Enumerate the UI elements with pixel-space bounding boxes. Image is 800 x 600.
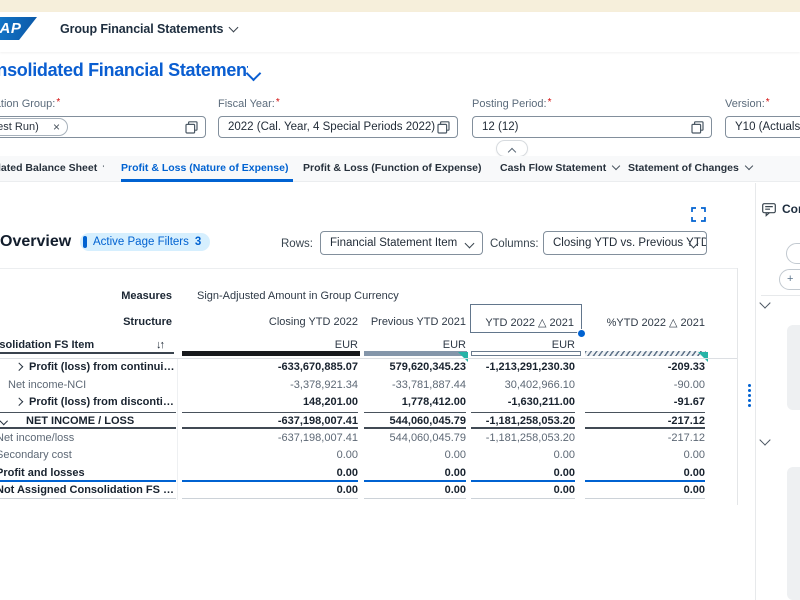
sap-logo-text: SAP — [0, 20, 21, 37]
section-title: Overview — [0, 233, 71, 251]
version-input[interactable]: Y10 (Actuals) — [725, 116, 800, 138]
chevron-down-icon — [612, 162, 620, 170]
header-collapse-button[interactable] — [496, 140, 528, 157]
panel-divider — [761, 295, 800, 296]
filter-label-version: Version:* — [725, 97, 770, 110]
tab-cash-flow-statement[interactable]: Cash Flow Statement — [500, 156, 622, 182]
column-header-ytd-delta[interactable]: YTD 2022 △ 2021 — [474, 316, 574, 329]
value-help-icon[interactable] — [437, 121, 451, 135]
value-help-icon[interactable] — [185, 121, 199, 135]
chevron-up-icon — [508, 148, 516, 156]
table-row[interactable]: Not Assigned Consolidation FS Ite (s) 0.… — [0, 482, 737, 499]
filter-label-posting-period: Posting Period:* — [472, 97, 552, 110]
columns-label: Columns: — [490, 238, 539, 250]
sap-logo: SAP — [0, 17, 37, 40]
top-strip — [0, 0, 800, 12]
tab-statement-of-changes[interactable]: Statement of Changes — [628, 156, 756, 182]
chevron-down-icon[interactable] — [246, 66, 262, 82]
filter-token[interactable]: (Test Run) × — [0, 118, 68, 136]
comment-icon — [762, 203, 776, 222]
rows-label: Rows: — [281, 238, 313, 250]
rows-select-value: Financial Statement Item — [330, 237, 457, 249]
row-dimension-header[interactable]: Consolidation FS Item — [0, 339, 132, 351]
table-top-border — [0, 268, 737, 269]
unit-label: EUR — [517, 339, 575, 351]
measures-value-header[interactable]: Sign-Adjusted Amount in Group Currency — [197, 290, 399, 302]
required-mark: * — [766, 97, 770, 108]
column-header-pct-ytd-delta[interactable]: %YTD 2022 △ 2021 — [585, 316, 705, 329]
panel-button[interactable]: + — [779, 269, 800, 290]
fullscreen-icon[interactable] — [691, 207, 706, 227]
page-title-label: Consolidated Financial Statements — [0, 60, 248, 81]
panel-button[interactable] — [786, 243, 800, 264]
columns-select[interactable]: Closing YTD vs. Previous YTD — [543, 231, 707, 255]
shell-header: SAP Group Financial Statements — [0, 12, 800, 52]
tab-profit-loss-function[interactable]: Profit & Loss (Function of Expense) — [303, 156, 483, 182]
chevron-down-icon — [465, 239, 475, 249]
unit-label: EUR — [300, 339, 358, 351]
filter-label-consolidation-group: Consolidation Group:* — [0, 97, 125, 111]
required-mark: * — [56, 97, 60, 108]
fiscal-year-value: 2022 (Cal. Year, 4 Special Periods 2022) — [219, 117, 440, 137]
side-panel-title: Comments — [782, 202, 800, 216]
tab-profit-loss-nature[interactable]: Profit & Loss (Nature of Expense) — [121, 156, 293, 182]
app-title-label: Group Financial Statements — [60, 22, 223, 36]
selected-column-handle[interactable] — [577, 329, 586, 338]
fiscal-year-input[interactable]: 2022 (Cal. Year, 4 Special Periods 2022) — [218, 116, 458, 138]
table-row[interactable]: Net income-NCI -3,378,921.34-33,781,887.… — [0, 377, 737, 394]
required-mark: * — [276, 97, 280, 108]
table-row[interactable]: Profit (loss) from continuing operations… — [0, 359, 737, 376]
posting-period-value: 12 (12) — [473, 117, 694, 137]
panel-content-block[interactable] — [787, 467, 800, 600]
column-marker-previous-ytd[interactable] — [364, 351, 467, 356]
column-marker-ytd-delta[interactable] — [471, 351, 581, 356]
table-row[interactable]: Profit (loss) from discontinued operatio… — [0, 394, 737, 411]
measures-header[interactable]: Measures — [0, 290, 172, 302]
panel-content-block[interactable] — [787, 325, 800, 410]
table-row[interactable]: Secondary cost 0.000.00 0.000.00 — [0, 447, 737, 464]
columns-select-value: Closing YTD vs. Previous YTD — [553, 237, 707, 249]
column-marker-closing-ytd[interactable] — [182, 351, 360, 356]
posting-period-input[interactable]: 12 (12) — [472, 116, 712, 138]
value-help-icon[interactable] — [691, 121, 705, 135]
version-value: Y10 (Actuals) — [726, 117, 800, 137]
badge-count: 3 — [195, 236, 201, 248]
page-title[interactable]: Consolidated Financial Statements — [0, 60, 248, 84]
badge-notch — [83, 236, 87, 248]
column-header-closing-ytd[interactable]: Closing YTD 2022 — [198, 316, 358, 328]
token-text: (Test Run) — [0, 119, 39, 135]
chevron-down-icon — [745, 162, 753, 170]
column-marker-pct-ytd-delta[interactable] — [585, 351, 706, 356]
table-row[interactable]: Net income/loss -637,198,007.41544,060,0… — [0, 430, 737, 447]
app-root: SAP Group Financial Statements Consolida… — [0, 0, 800, 600]
structure-header[interactable]: Structure — [0, 316, 172, 328]
unit-label: EUR — [408, 339, 466, 351]
table-row[interactable]: Profit and losses 0.000.00 0.000.00 — [0, 465, 737, 482]
sort-icon[interactable]: ↓↑ — [156, 339, 163, 351]
tab-consolidated-balance-sheet[interactable]: Consolidated Balance Sheet — [0, 156, 104, 182]
table-right-border — [737, 268, 738, 505]
required-mark: * — [548, 97, 552, 108]
active-page-filters-badge[interactable]: Active Page Filters 3 — [80, 233, 210, 251]
token-remove-icon[interactable]: × — [53, 119, 60, 135]
badge-label: Active Page Filters — [93, 236, 189, 248]
rows-select[interactable]: Financial Statement Item — [320, 231, 483, 255]
column-header-previous-ytd[interactable]: Previous YTD 2021 — [364, 316, 466, 328]
panel-splitter-grip[interactable] — [748, 384, 751, 407]
filter-label-fiscal-year: Fiscal Year:* — [218, 97, 280, 110]
chevron-down-icon — [229, 23, 239, 33]
chevron-down-icon — [103, 162, 104, 170]
table-row-total[interactable]: NET INCOME / LOSS -637,198,007.41544,060… — [0, 412, 737, 429]
row-dim-header-rule — [0, 352, 174, 354]
app-title-menu[interactable]: Group Financial Statements — [60, 22, 237, 36]
